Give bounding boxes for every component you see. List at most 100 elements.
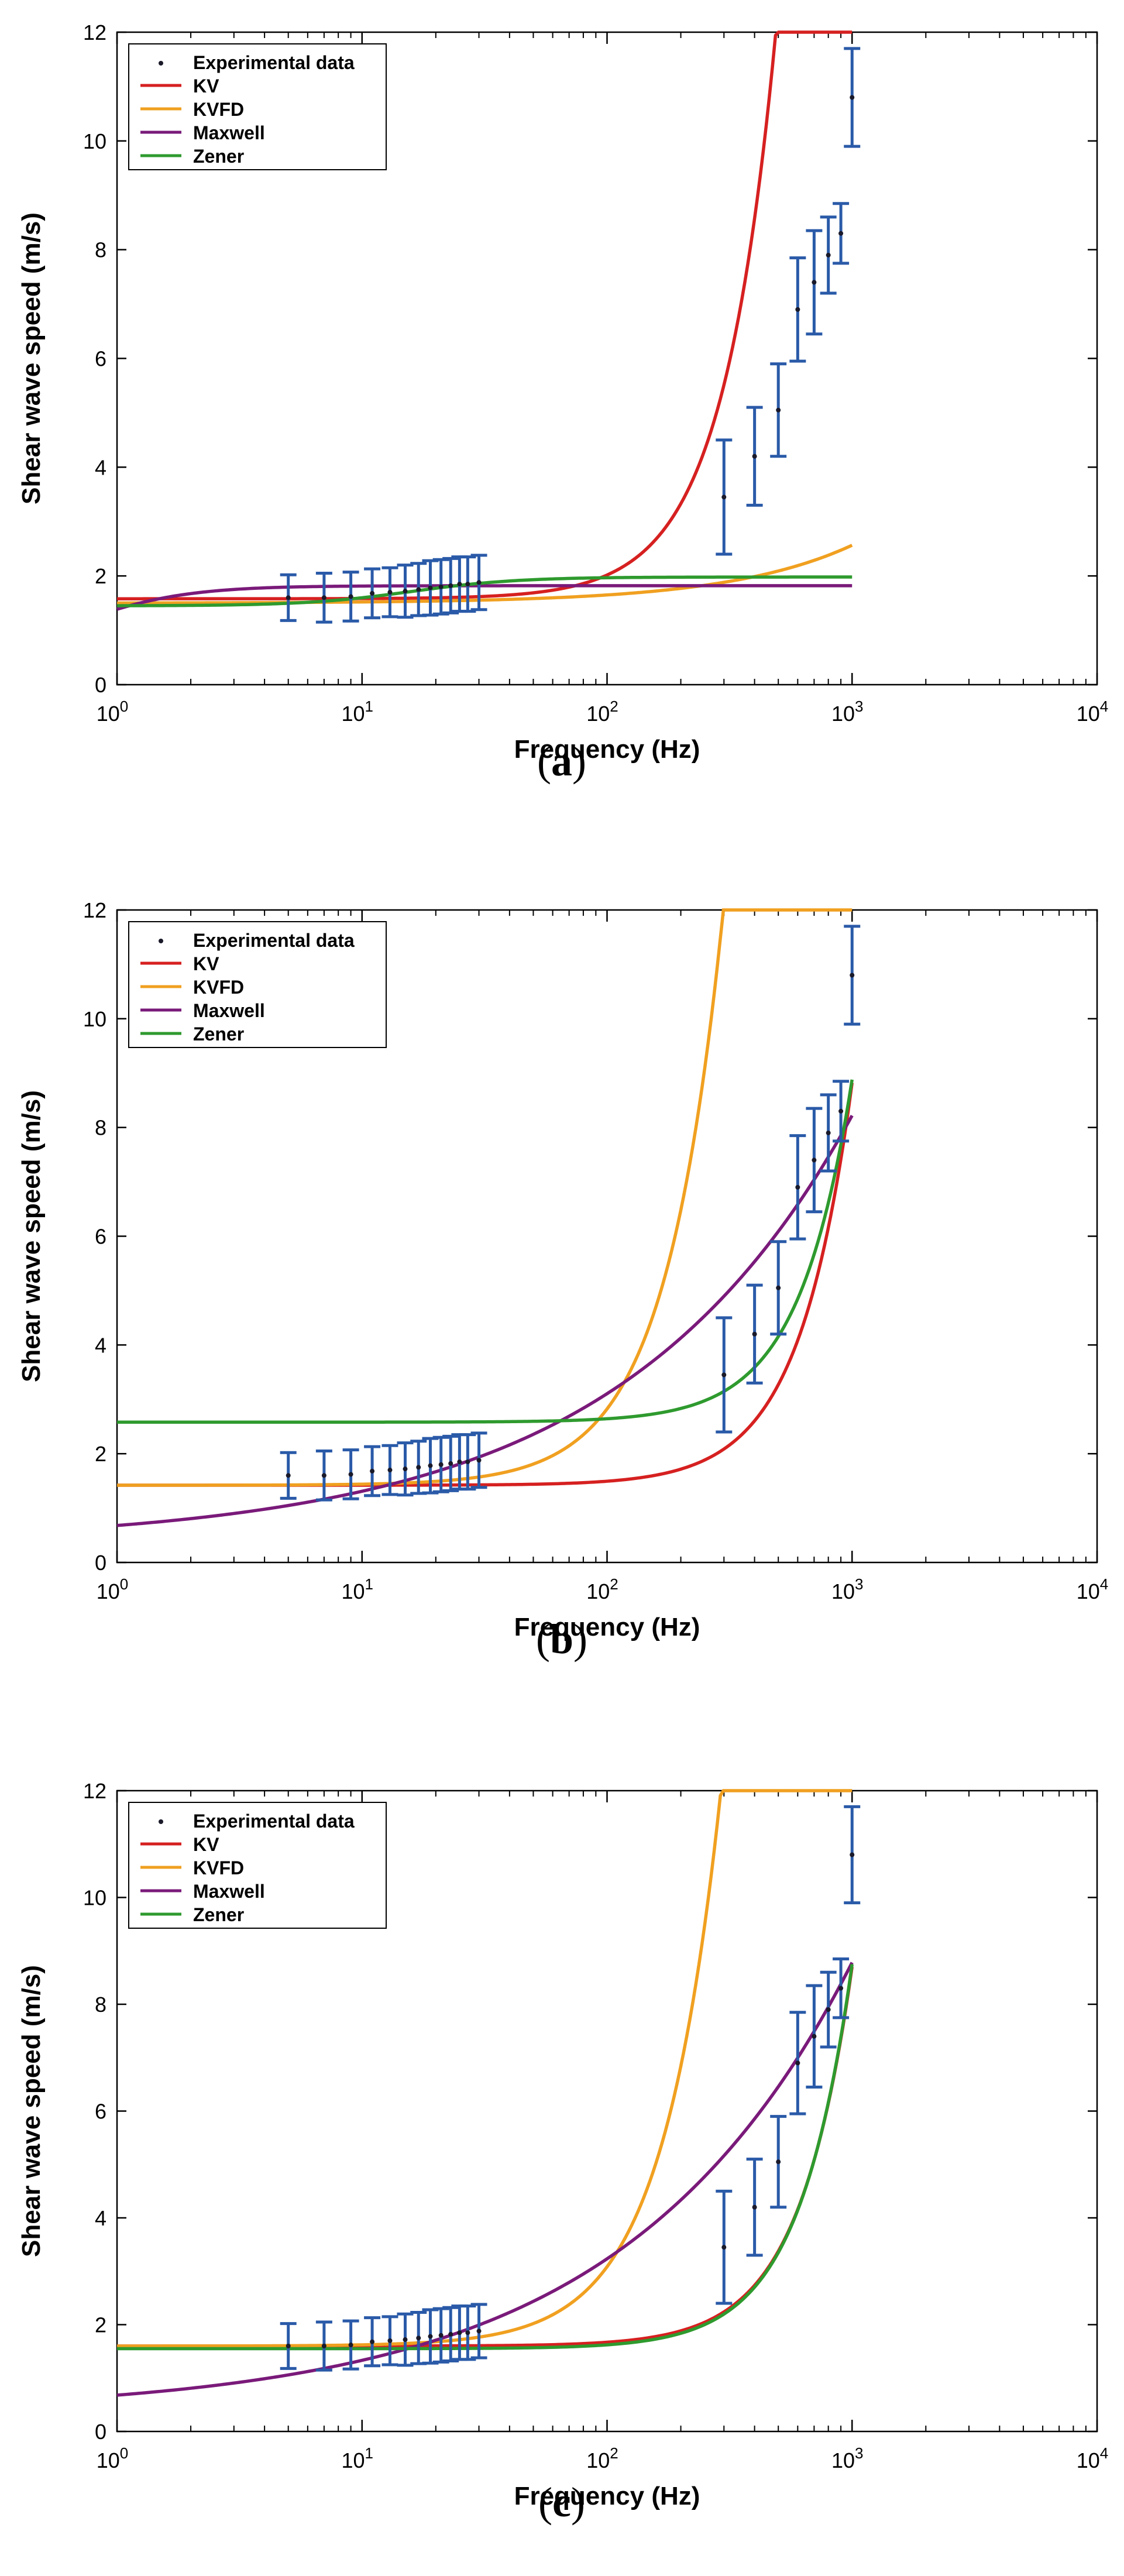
experimental-point	[315, 1450, 332, 1502]
experimental-point	[844, 1805, 861, 1905]
experimental-point	[746, 2158, 763, 2257]
experimental-point	[789, 256, 806, 363]
y-tick-label: 8	[95, 1993, 106, 2017]
panel-caption: (a)	[537, 738, 586, 785]
y-tick-label: 12	[83, 1779, 106, 1803]
experimental-point	[746, 406, 763, 507]
experimental-point	[442, 2306, 459, 2363]
y-tick-label: 2	[95, 564, 106, 588]
experimental-point	[280, 1451, 297, 1500]
x-tick-label: 102	[586, 698, 618, 726]
y-tick-label: 12	[83, 898, 106, 922]
y-tick-label: 8	[95, 238, 106, 262]
experimental-point	[746, 1283, 763, 1385]
experimental-point	[459, 1433, 476, 1491]
legend-marker-experimental	[159, 939, 163, 943]
experimental-point	[381, 2315, 398, 2367]
experimental-point	[459, 2304, 476, 2361]
x-tick-label: 104	[1077, 698, 1109, 726]
x-tick-label: 102	[586, 2444, 618, 2472]
y-tick-label: 4	[95, 455, 106, 479]
legend-marker-experimental	[159, 1819, 163, 1824]
experimental-point	[716, 2189, 733, 2305]
panel-caption: (c)	[538, 2479, 585, 2526]
legend-label: Maxwell	[193, 1881, 265, 1902]
series-line-maxwell	[116, 1114, 854, 1527]
experimental-point	[315, 572, 332, 624]
series-line-kvfd	[117, 1789, 853, 2348]
legend-label: KV	[193, 1834, 219, 1855]
experimental-point	[470, 1431, 487, 1489]
experimental-point	[397, 2312, 414, 2367]
chart-panel-a: 0 2 4 6 8 10 12 100 101 102 103 104 Frequency (Hz) Sh…	[17, 20, 1108, 785]
experimental-point	[770, 2115, 787, 2209]
x-tick-label: 104	[1077, 1575, 1109, 1603]
experimental-point	[820, 1093, 837, 1173]
series-line-zener	[117, 1964, 854, 2351]
legend-label: Experimental data	[193, 930, 355, 951]
y-tick-label: 8	[95, 1116, 106, 1140]
y-axis-title: Shear wave speed (m/s)	[17, 212, 46, 504]
x-axis-title: Frequency (Hz)	[514, 1613, 700, 1641]
legend-label: Maxwell	[193, 122, 265, 143]
y-tick-label: 0	[95, 1551, 106, 1575]
y-tick-label: 6	[95, 1225, 106, 1249]
legend-label: KVFD	[193, 99, 244, 120]
experimental-point	[806, 1107, 823, 1214]
legend-label: Experimental data	[193, 52, 355, 73]
experimental-point	[806, 1984, 823, 2089]
experimental-point	[459, 555, 476, 613]
y-tick-label: 6	[95, 347, 106, 371]
experimental-point	[716, 438, 733, 556]
legend-label: KVFD	[193, 1857, 244, 1878]
y-tick-label: 4	[95, 1333, 106, 1357]
experimental-point	[397, 564, 414, 619]
x-tick-label: 103	[831, 2444, 864, 2472]
experimental-point	[820, 1970, 837, 2049]
x-tick-label: 103	[831, 698, 864, 726]
series-line-kvfd	[116, 544, 853, 605]
experimental-point	[806, 229, 823, 336]
experimental-point	[844, 47, 861, 148]
y-tick-label: 10	[83, 129, 106, 153]
y-tick-label: 10	[83, 1886, 106, 1910]
experimental-point	[442, 1434, 459, 1492]
legend-label: KV	[193, 953, 219, 974]
chart-panel-c: 0 2 4 6 8 10 12 100 101 102 103 104 Frequency (Hz) Sh…	[17, 1779, 1108, 2526]
experimental-point	[833, 1080, 850, 1143]
y-tick-label: 0	[95, 673, 106, 697]
experimental-point	[315, 2320, 332, 2372]
x-tick-label: 100	[97, 2444, 129, 2472]
experimental-point	[770, 1240, 787, 1336]
series-line-zener	[116, 575, 853, 607]
experimental-point	[833, 1957, 850, 2019]
experimental-point	[364, 2316, 381, 2368]
legend-label: Zener	[193, 1904, 244, 1925]
y-tick-label: 6	[95, 2100, 106, 2124]
experimental-point	[397, 1441, 414, 1497]
experimental-point	[716, 1316, 733, 1434]
experimental-point	[280, 573, 297, 622]
legend-label: KVFD	[193, 977, 244, 998]
experimental-point	[381, 1444, 398, 1496]
x-tick-label: 100	[97, 1575, 129, 1603]
x-tick-label: 101	[341, 698, 373, 726]
y-axis-title: Shear wave speed (m/s)	[17, 1965, 46, 2257]
experimental-point	[381, 566, 398, 619]
y-tick-label: 0	[95, 2420, 106, 2444]
series-line-maxwell	[116, 1962, 854, 2397]
x-axis-title: Frequency (Hz)	[514, 735, 700, 764]
legend-label: KV	[193, 75, 219, 97]
experimental-point	[844, 925, 861, 1026]
legend-label: Zener	[193, 1023, 244, 1045]
experimental-point	[789, 1134, 806, 1241]
y-tick-label: 4	[95, 2206, 106, 2230]
x-tick-label: 101	[341, 2444, 373, 2472]
legend-label: Zener	[193, 146, 244, 167]
experimental-point	[470, 2303, 487, 2359]
legend-label: Experimental data	[193, 1811, 355, 1832]
x-axis-title: Frequency (Hz)	[514, 2482, 700, 2510]
